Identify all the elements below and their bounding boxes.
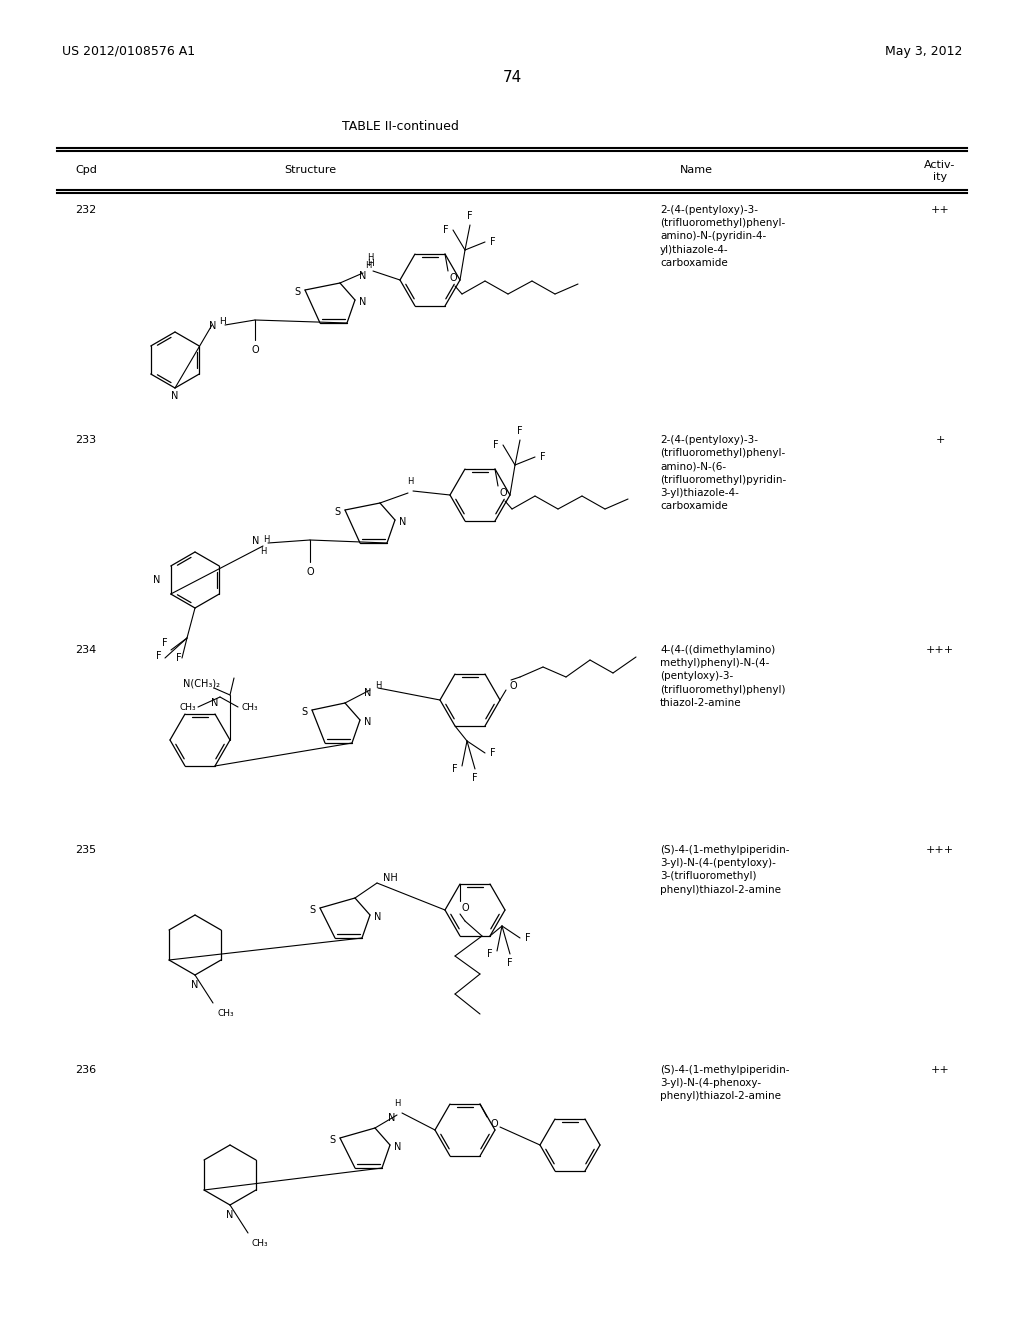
Text: ++: ++: [931, 205, 949, 215]
Text: Structure: Structure: [284, 165, 336, 176]
Text: (S)-4-(1-methylpiperidin-
3-yl)-N-(4-phenoxy-
phenyl)thiazol-2-amine: (S)-4-(1-methylpiperidin- 3-yl)-N-(4-phe…: [660, 1065, 790, 1101]
Text: F: F: [487, 949, 493, 960]
Text: N: N: [211, 698, 219, 708]
Text: N: N: [365, 717, 372, 727]
Text: Activ-
ity: Activ- ity: [925, 160, 955, 182]
Text: 4-(4-((dimethylamino)
methyl)phenyl)-N-(4-
(pentyloxy)-3-
(trifluoromethyl)pheny: 4-(4-((dimethylamino) methyl)phenyl)-N-(…: [660, 645, 785, 708]
Text: O: O: [490, 1119, 498, 1129]
Text: +: +: [935, 436, 945, 445]
Text: +++: +++: [926, 845, 954, 855]
Text: N: N: [359, 297, 367, 308]
Text: F: F: [176, 653, 182, 663]
Text: (S)-4-(1-methylpiperidin-
3-yl)-N-(4-(pentyloxy)-
3-(trifluoromethyl)
phenyl)thi: (S)-4-(1-methylpiperidin- 3-yl)-N-(4-(pe…: [660, 845, 790, 895]
Text: O: O: [306, 568, 313, 577]
Text: F: F: [541, 451, 546, 462]
Text: 232: 232: [75, 205, 96, 215]
Text: H: H: [219, 318, 225, 326]
Text: N: N: [252, 536, 260, 546]
Text: H: H: [367, 252, 373, 261]
Text: F: F: [453, 764, 458, 774]
Text: F: F: [525, 933, 530, 942]
Text: O: O: [251, 345, 259, 355]
Text: N: N: [191, 979, 199, 990]
Text: H: H: [375, 681, 381, 689]
Text: 236: 236: [75, 1065, 96, 1074]
Text: N(CH₃)₂: N(CH₃)₂: [183, 678, 220, 688]
Text: Name: Name: [680, 165, 713, 176]
Text: NH: NH: [383, 873, 397, 883]
Text: H: H: [263, 536, 269, 544]
Text: N: N: [209, 321, 217, 331]
Text: O: O: [509, 681, 517, 690]
Text: N: N: [171, 391, 178, 401]
Text: O: O: [450, 273, 457, 282]
Text: H: H: [368, 259, 375, 268]
Text: N: N: [399, 517, 407, 527]
Text: S: S: [294, 286, 300, 297]
Text: S: S: [334, 507, 340, 517]
Text: N: N: [365, 688, 372, 698]
Text: F: F: [494, 440, 499, 450]
Text: F: F: [443, 224, 449, 235]
Text: F: F: [490, 238, 496, 247]
Text: F: F: [162, 638, 168, 648]
Text: F: F: [157, 651, 162, 661]
Text: F: F: [507, 958, 513, 968]
Text: 74: 74: [503, 70, 521, 84]
Text: H: H: [407, 477, 414, 486]
Text: CH₃: CH₃: [242, 702, 258, 711]
Text: 2-(4-(pentyloxy)-3-
(trifluoromethyl)phenyl-
amino)-N-(6-
(trifluoromethyl)pyrid: 2-(4-(pentyloxy)-3- (trifluoromethyl)phe…: [660, 436, 786, 511]
Text: H: H: [260, 546, 266, 556]
Text: H: H: [394, 1098, 400, 1107]
Text: F: F: [467, 211, 473, 220]
Text: ++: ++: [931, 1065, 949, 1074]
Text: F: F: [472, 774, 478, 783]
Text: H: H: [365, 261, 371, 271]
Text: F: F: [517, 426, 523, 436]
Text: S: S: [309, 906, 315, 915]
Text: F: F: [490, 748, 496, 758]
Text: S: S: [329, 1135, 335, 1144]
Text: CH₃: CH₃: [217, 1008, 233, 1018]
Text: N: N: [226, 1210, 233, 1220]
Text: N: N: [388, 1113, 395, 1123]
Text: O: O: [499, 488, 507, 498]
Text: May 3, 2012: May 3, 2012: [885, 45, 962, 58]
Text: CH₃: CH₃: [252, 1238, 268, 1247]
Text: +++: +++: [926, 645, 954, 655]
Text: N: N: [154, 576, 161, 585]
Text: TABLE II-continued: TABLE II-continued: [342, 120, 459, 133]
Text: 2-(4-(pentyloxy)-3-
(trifluoromethyl)phenyl-
amino)-N-(pyridin-4-
yl)thiazole-4-: 2-(4-(pentyloxy)-3- (trifluoromethyl)phe…: [660, 205, 785, 268]
Text: N: N: [394, 1142, 401, 1152]
Text: O: O: [461, 903, 469, 913]
Text: CH₃: CH₃: [179, 702, 197, 711]
Text: 234: 234: [75, 645, 96, 655]
Text: 235: 235: [75, 845, 96, 855]
Text: 233: 233: [75, 436, 96, 445]
Text: N: N: [359, 271, 367, 281]
Text: S: S: [301, 708, 307, 717]
Text: US 2012/0108576 A1: US 2012/0108576 A1: [62, 45, 196, 58]
Text: Cpd: Cpd: [75, 165, 97, 176]
Text: N: N: [375, 912, 382, 921]
